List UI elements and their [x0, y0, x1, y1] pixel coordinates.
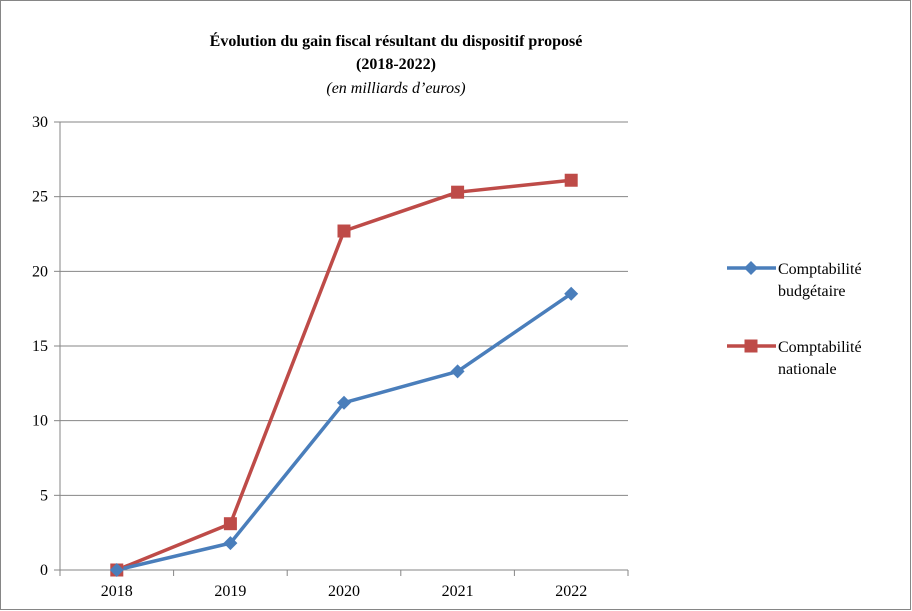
- y-tick-label: 10: [32, 413, 48, 430]
- y-tick-label: 20: [32, 263, 48, 280]
- data-point-series-1: [564, 286, 579, 301]
- data-point-series-2: [223, 517, 237, 531]
- legend: Comptabilité budgétaire Comptabilité nation…: [727, 261, 862, 378]
- data-point-series-1: [450, 364, 465, 379]
- chart-title-line2: (2018-2022): [356, 56, 436, 73]
- axes: 0 5 10 15 20 25 30 2018 2019 2020 2021 2022: [32, 114, 629, 600]
- y-tick-label: 25: [32, 189, 48, 206]
- x-tick-label: 2021: [442, 583, 474, 600]
- legend-label: budgétaire: [778, 283, 846, 300]
- gridlines: [60, 121, 628, 496]
- chart-title: Évolution du gain fiscal résultant du di…: [210, 31, 583, 50]
- data-point-series-1: [337, 395, 351, 410]
- x-tick-label: 2018: [101, 583, 133, 600]
- data-point-series-2: [564, 173, 578, 187]
- x-tick-label: 2020: [328, 583, 360, 600]
- legend-marker-2: [744, 339, 758, 353]
- legend-label: nationale: [778, 361, 837, 378]
- legend-marker-1: [744, 261, 758, 275]
- legend-label: Comptabilité: [778, 339, 862, 356]
- series-markers: [109, 173, 579, 577]
- y-tick-label: 0: [40, 562, 48, 579]
- x-tick-label: 2019: [214, 583, 246, 600]
- legend-label: Comptabilité: [778, 261, 862, 278]
- y-tick-label: 5: [40, 487, 48, 504]
- data-point-series-2: [451, 185, 465, 199]
- x-tick-label: 2022: [555, 583, 587, 600]
- y-tick-label: 15: [32, 338, 48, 355]
- data-point-series-2: [337, 224, 351, 238]
- data-point-series-1: [223, 536, 238, 551]
- y-tick-label: 30: [32, 114, 48, 131]
- chart-subtitle: (en milliards d’euros): [326, 80, 465, 97]
- data-point-series-1: [109, 563, 124, 577]
